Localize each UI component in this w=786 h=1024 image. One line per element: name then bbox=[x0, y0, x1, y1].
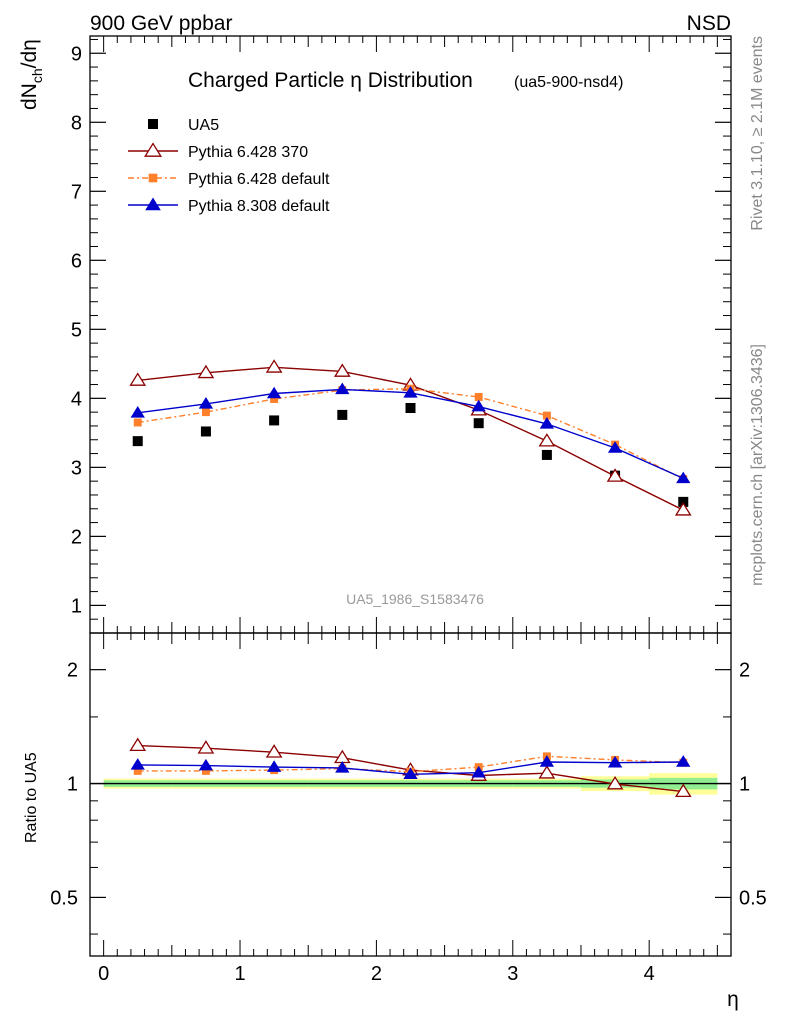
rivet-version-label: Rivet 3.1.10, ≥ 2.1M events bbox=[749, 36, 766, 231]
y-label-main: dN bbox=[18, 83, 41, 110]
main-point-ua5-2 bbox=[269, 415, 280, 426]
main-y-tick-label: 3 bbox=[71, 457, 82, 479]
main-point-pythia-6-428-default-5 bbox=[474, 393, 483, 401]
main-point-ua5-8 bbox=[678, 496, 689, 507]
legend-marker-pythia-8-308-default bbox=[145, 197, 161, 211]
y-label-subscript: ch bbox=[29, 68, 45, 83]
main-point-ua5-1 bbox=[200, 426, 211, 437]
main-y-tick-label: 9 bbox=[71, 43, 82, 65]
x-tick-label: 3 bbox=[507, 963, 518, 985]
main-y-tick-label: 1 bbox=[71, 595, 82, 617]
ratio-y-tick-label-right: 2 bbox=[739, 660, 750, 682]
ratio-point-pythia-8-308-default-1 bbox=[198, 758, 214, 771]
ratio-point-pythia-6-428-370-0 bbox=[129, 737, 147, 751]
ratio-point-pythia-6-428-370-8 bbox=[674, 783, 692, 798]
ratio-point-pythia-8-308-default-2 bbox=[266, 760, 282, 772]
main-y-tick-label: 7 bbox=[71, 181, 82, 203]
legend-label-pythia-8-308-default: Pythia 8.308 default bbox=[188, 198, 330, 215]
main-panel-frame bbox=[89, 35, 732, 634]
main-point-pythia-8-308-default-2 bbox=[266, 386, 282, 399]
ratio-point-pythia-6-428-370-6 bbox=[538, 765, 556, 779]
legend-marker-pythia-6-428-370 bbox=[144, 142, 162, 157]
chart-title: Charged Particle η Distribution bbox=[188, 69, 473, 92]
main-point-pythia-8-308-default-8 bbox=[676, 471, 691, 484]
main-point-pythia-6-428-370-7 bbox=[606, 468, 624, 482]
chart-subtitle: (ua5-900-nsd4) bbox=[514, 74, 623, 91]
header-energy-label: 900 GeV ppbar bbox=[90, 12, 232, 35]
main-point-ua5-5 bbox=[473, 418, 484, 429]
main-point-pythia-6-428-370-2 bbox=[265, 359, 283, 373]
main-point-pythia-6-428-default-2 bbox=[270, 395, 279, 403]
ratio-point-pythia-8-308-default-8 bbox=[676, 755, 691, 767]
x-tick-label: 0 bbox=[98, 963, 109, 985]
main-point-ua5-3 bbox=[337, 409, 348, 420]
legend-label-pythia-6-428-default: Pythia 6.428 default bbox=[188, 171, 330, 188]
ratio-y-tick-label-right: 0.5 bbox=[739, 887, 767, 909]
main-point-pythia-6-428-370-0 bbox=[129, 372, 147, 386]
main-point-pythia-6-428-370-1 bbox=[197, 364, 215, 379]
main-y-axis-label: dNch/dη bbox=[18, 39, 45, 110]
main-y-tick-label: 2 bbox=[71, 526, 82, 548]
main-point-pythia-8-308-default-3 bbox=[335, 382, 350, 395]
ratio-point-pythia-6-428-default-0 bbox=[133, 766, 142, 775]
main-y-tick-label: 5 bbox=[71, 319, 82, 341]
ratio-point-pythia-8-308-default-7 bbox=[607, 755, 623, 768]
ratio-point-pythia-6-428-default-1 bbox=[201, 766, 210, 775]
header-process-label: NSD bbox=[687, 12, 731, 35]
ratio-y-tick-label-right: 1 bbox=[739, 774, 750, 796]
ratio-y-axis-label: Ratio to UA5 bbox=[23, 752, 40, 843]
ratio-y-tick-label-left: 2 bbox=[67, 660, 78, 682]
mcplots-source-label: mcplots.cern.ch [arXiv:1306.3436] bbox=[749, 344, 766, 586]
main-point-pythia-8-308-default-1 bbox=[198, 397, 214, 409]
main-y-tick-label: 4 bbox=[71, 388, 82, 410]
main-point-pythia-8-308-default-0 bbox=[130, 406, 145, 418]
ratio-point-pythia-8-308-default-4 bbox=[403, 767, 418, 780]
ratio-point-pythia-6-428-370-2 bbox=[265, 744, 283, 758]
main-y-tick-label: 8 bbox=[71, 112, 82, 134]
legend-marker-pythia-6-428-default bbox=[148, 173, 158, 183]
y-label-tail: /dη bbox=[18, 39, 41, 68]
x-tick-label: 4 bbox=[644, 963, 655, 985]
ratio-point-pythia-8-308-default-6 bbox=[539, 755, 555, 767]
main-point-pythia-8-308-default-4 bbox=[403, 385, 418, 398]
main-point-pythia-6-428-370-3 bbox=[333, 363, 351, 377]
main-point-pythia-8-308-default-5 bbox=[471, 399, 486, 412]
main-point-pythia-8-308-default-6 bbox=[539, 417, 555, 429]
ratio-y-tick-label-left: 1 bbox=[67, 774, 78, 796]
ratio-point-pythia-8-308-default-5 bbox=[471, 765, 486, 778]
analysis-watermark: UA5_1986_S1583476 bbox=[346, 591, 484, 607]
ratio-panel: 0.5 0.5 1 1 2 2 0 1 2 3 4 bbox=[50, 632, 767, 985]
ratio-y-tick-label-left: 0.5 bbox=[50, 887, 78, 909]
ratio-point-pythia-6-428-370-7 bbox=[606, 775, 624, 790]
main-y-tick-label: 6 bbox=[71, 250, 82, 272]
main-panel: 1 2 3 4 5 6 7 8 9 bbox=[71, 35, 732, 634]
main-point-pythia-6-428-370-8 bbox=[674, 502, 692, 516]
ratio-point-pythia-8-308-default-3 bbox=[335, 761, 350, 773]
main-point-ua5-4 bbox=[405, 403, 416, 414]
legend: UA5 Pythia 6.428 370 Pythia 6.428 default P… bbox=[128, 117, 330, 215]
x-axis-label: η bbox=[727, 988, 739, 1011]
x-tick-label: 1 bbox=[234, 963, 245, 985]
x-tick-label: 2 bbox=[371, 963, 382, 985]
main-point-pythia-6-428-default-6 bbox=[542, 411, 551, 420]
main-point-pythia-8-308-default-7 bbox=[607, 441, 623, 453]
main-point-pythia-6-428-370-6 bbox=[538, 433, 556, 447]
main-point-ua5-6 bbox=[541, 449, 552, 460]
main-point-ua5-0 bbox=[132, 436, 143, 447]
legend-label-pythia-6-428-370: Pythia 6.428 370 bbox=[188, 144, 308, 161]
main-line-pythia-8-308-default bbox=[137, 388, 684, 480]
ratio-point-pythia-6-428-370-1 bbox=[197, 740, 215, 754]
main-point-pythia-6-428-default-1 bbox=[201, 408, 210, 417]
ratio-point-pythia-8-308-default-0 bbox=[130, 758, 145, 770]
legend-label-ua5: UA5 bbox=[188, 117, 219, 134]
ratio-panel-frame bbox=[89, 632, 732, 957]
legend-marker-ua5 bbox=[148, 119, 158, 129]
main-point-pythia-6-428-default-0 bbox=[133, 418, 142, 427]
